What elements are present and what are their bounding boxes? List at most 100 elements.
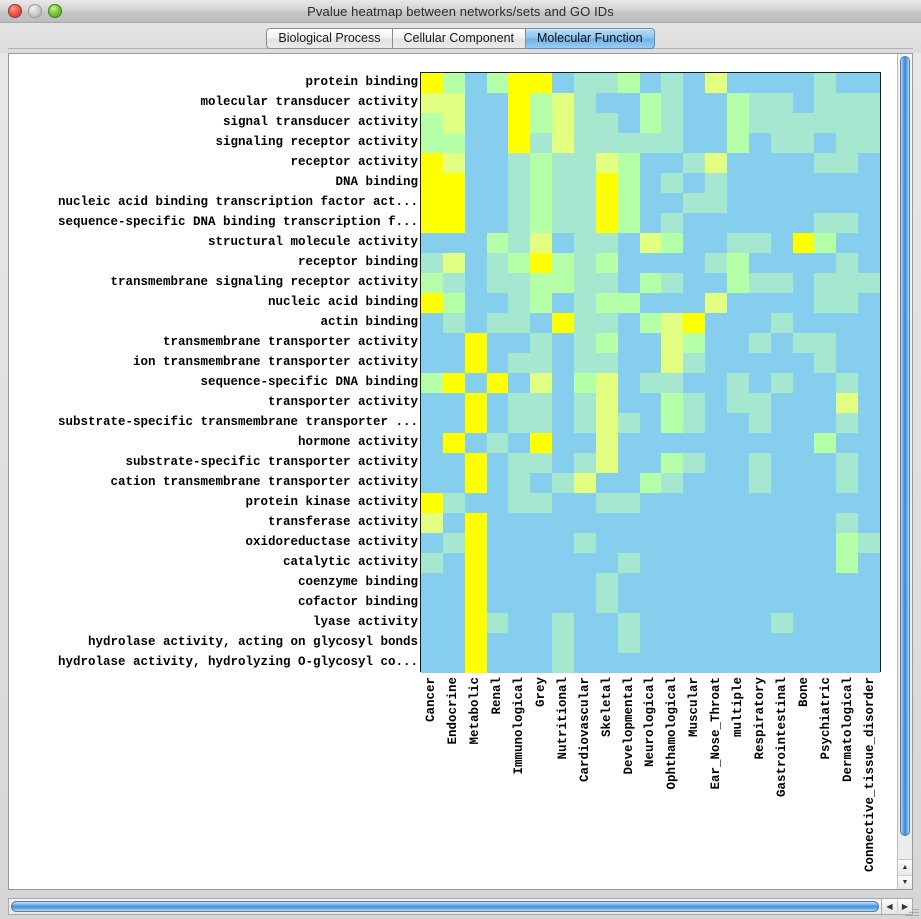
heatmap-cell xyxy=(727,433,749,453)
heatmap-cell xyxy=(727,553,749,573)
heatmap-cell xyxy=(770,653,793,673)
heatmap-cell xyxy=(508,553,531,573)
heatmap-cell xyxy=(836,133,859,153)
heatmap-cell xyxy=(486,193,509,213)
heatmap-cell xyxy=(661,513,684,533)
heatmap-cell xyxy=(617,73,640,93)
tab-biological-process[interactable]: Biological Process xyxy=(266,27,393,49)
heatmap-cell xyxy=(464,93,487,113)
heatmap-cell xyxy=(617,473,640,493)
heatmap-cell xyxy=(574,133,596,153)
heatmap-cell xyxy=(639,93,662,113)
minimize-button[interactable] xyxy=(28,4,42,18)
column-label: Ear_Nose_Throat xyxy=(709,677,724,790)
heatmap-cell xyxy=(421,353,443,373)
heatmap-cell xyxy=(486,553,509,573)
heatmap-cell xyxy=(814,133,837,153)
heatmap-cell xyxy=(552,513,574,533)
heatmap-cell xyxy=(530,173,553,193)
heatmap-cell xyxy=(421,373,443,393)
row-label: transporter activity xyxy=(267,395,418,409)
heatmap-cell xyxy=(442,293,465,313)
heatmap-cell xyxy=(442,333,465,353)
heatmap-cell xyxy=(727,653,749,673)
horizontal-scroll-track[interactable] xyxy=(8,898,881,915)
tab-molecular-function[interactable]: Molecular Function xyxy=(526,27,655,49)
heatmap-cell xyxy=(705,633,727,653)
maximize-button[interactable] xyxy=(48,4,62,18)
heatmap-cell xyxy=(464,433,487,453)
heatmap-cell xyxy=(792,553,815,573)
heatmap-cell xyxy=(552,373,574,393)
heatmap-cell xyxy=(442,453,465,473)
scroll-up-arrow-icon[interactable]: ▲ xyxy=(898,860,912,875)
heatmap-cell xyxy=(530,313,553,333)
heatmap-cell xyxy=(727,393,749,413)
horizontal-scrollbar-row: ◀ ▶ xyxy=(8,898,913,915)
heatmap-cell xyxy=(858,633,880,653)
horizontal-scroll-arrows: ◀ ▶ xyxy=(881,898,913,915)
heatmap-cell xyxy=(705,93,727,113)
heatmap-cell xyxy=(617,193,640,213)
heatmap-cell xyxy=(792,633,815,653)
column-label: Grey xyxy=(533,677,548,708)
column-label-slot: multiple xyxy=(727,674,749,874)
heatmap-cell xyxy=(814,433,837,453)
heatmap-cell xyxy=(858,573,880,593)
heatmap-cell xyxy=(814,533,837,553)
heatmap-cell xyxy=(814,293,837,313)
close-button[interactable] xyxy=(8,4,22,18)
vertical-scroll-thumb[interactable] xyxy=(900,56,910,836)
heatmap-cell xyxy=(748,93,771,113)
row-label: protein binding xyxy=(305,75,418,89)
row-label: lyase activity xyxy=(312,615,418,629)
vertical-scroll-track[interactable] xyxy=(898,54,912,859)
heatmap-canvas[interactable]: protein binding molecular transducer acti… xyxy=(9,54,897,889)
heatmap-cell xyxy=(421,253,443,273)
heatmap-cell xyxy=(792,433,815,453)
heatmap-cell xyxy=(858,293,880,313)
resize-grip-icon[interactable] xyxy=(905,904,919,918)
heatmap-cell xyxy=(508,253,531,273)
heatmap-cell xyxy=(748,653,771,673)
heatmap-cell xyxy=(727,453,749,473)
vertical-scrollbar[interactable]: ▲ ▼ xyxy=(897,54,912,889)
heatmap-cell xyxy=(836,253,859,273)
heatmap-cell xyxy=(705,513,727,533)
heatmap-cell xyxy=(639,373,662,393)
heatmap-cell xyxy=(770,193,793,213)
tab-cellular-component[interactable]: Cellular Component xyxy=(392,27,526,49)
heatmap-cell xyxy=(661,273,684,293)
column-label: Bone xyxy=(797,677,812,708)
scroll-left-arrow-icon[interactable]: ◀ xyxy=(886,902,893,911)
column-label-slot: Renal xyxy=(486,674,508,874)
heatmap-cell xyxy=(792,193,815,213)
heatmap-cell xyxy=(770,533,793,553)
heatmap-cell xyxy=(683,533,706,553)
heatmap-cell xyxy=(748,633,771,653)
heatmap-cell xyxy=(508,473,531,493)
heatmap-cell xyxy=(530,113,553,133)
heatmap-cell xyxy=(639,293,662,313)
heatmap-cell xyxy=(683,553,706,573)
heatmap-cell xyxy=(748,253,771,273)
heatmap-cell xyxy=(727,253,749,273)
heatmap-cell xyxy=(421,333,443,353)
heatmap-cell xyxy=(858,393,880,413)
heatmap-cell xyxy=(792,273,815,293)
heatmap-cell xyxy=(421,173,443,193)
heatmap-cell xyxy=(464,533,487,553)
row-label: receptor binding xyxy=(297,255,418,269)
heatmap-cell xyxy=(595,253,618,273)
heatmap-cell xyxy=(639,393,662,413)
heatmap-cell xyxy=(508,413,531,433)
heatmap-cell xyxy=(442,273,465,293)
heatmap-cell xyxy=(421,633,443,653)
heatmap-cell xyxy=(574,593,596,613)
scroll-right-arrow-icon[interactable]: ▶ xyxy=(897,899,912,914)
horizontal-scroll-thumb[interactable] xyxy=(11,901,879,912)
heatmap-cell xyxy=(552,533,574,553)
heatmap-cell xyxy=(486,453,509,473)
scroll-down-arrow-icon[interactable]: ▼ xyxy=(898,874,912,889)
heatmap-cell xyxy=(552,153,574,173)
